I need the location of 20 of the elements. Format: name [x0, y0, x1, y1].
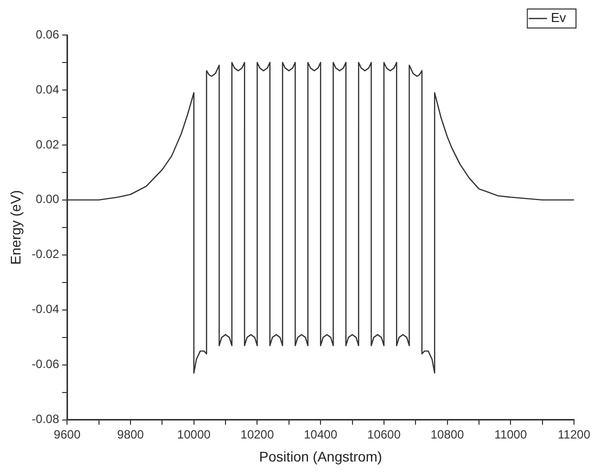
x-tick-label: 9800: [117, 427, 144, 442]
x-tick-label: 10400: [304, 427, 338, 442]
y-tick-label: 0.04: [36, 82, 60, 96]
y-tick-label: -0.08: [32, 412, 60, 426]
legend-label: Ev: [550, 10, 566, 26]
y-tick-label: 0.06: [36, 27, 60, 42]
x-tick-label: 11200: [558, 427, 591, 442]
x-tick-label: 10200: [240, 427, 274, 442]
x-tick-label: 11000: [494, 427, 528, 442]
y-tick-label: -0.04: [32, 302, 60, 316]
y-tick-label: -0.06: [32, 357, 60, 372]
y-tick-label: -0.02: [32, 247, 60, 262]
x-tick-label: 10000: [177, 427, 211, 442]
x-tick-label: 10800: [430, 427, 464, 442]
x-axis-title: Position (Angstrom): [259, 448, 382, 464]
y-axis-title: Energy (eV): [7, 190, 24, 265]
x-tick-label: 9600: [54, 427, 81, 442]
y-tick-label: 0.02: [36, 137, 60, 152]
x-tick-label: 10600: [367, 427, 401, 442]
y-tick-label: 0.00: [36, 192, 60, 206]
